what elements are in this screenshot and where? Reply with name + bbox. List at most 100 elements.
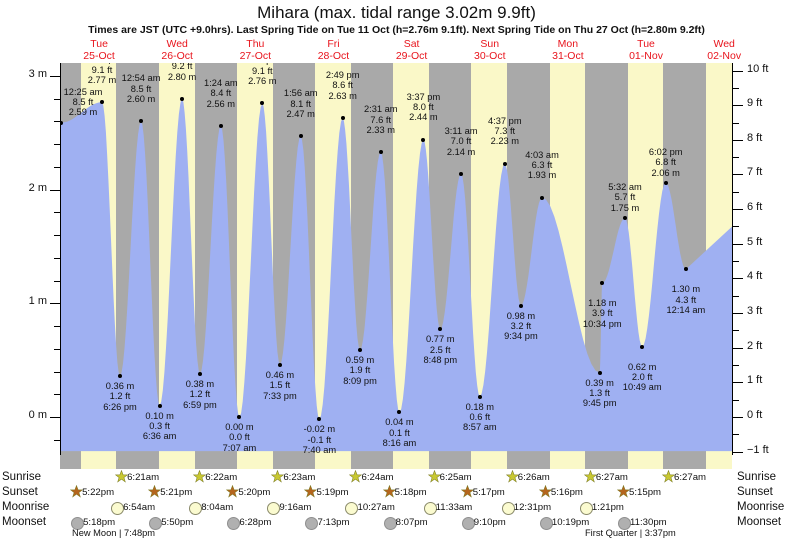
sunset-time: 5:18pm	[394, 487, 427, 498]
tide-extreme-dot	[597, 370, 602, 375]
tide-extreme-dot	[157, 403, 162, 408]
sunrise-star-icon	[583, 469, 598, 483]
day-header-8: Wed 02-Nov	[685, 38, 763, 62]
day-date: 31-Oct	[552, 50, 584, 62]
daynight-strip	[60, 455, 732, 469]
tide-label-line: 9:34 pm	[504, 331, 538, 342]
left-tick	[54, 166, 60, 168]
sunrise-star-icon	[661, 469, 676, 483]
astro-row-label-left-sunrise: Sunrise	[2, 471, 41, 483]
moonset-time: 5:50pm	[161, 517, 194, 528]
night-band-strip	[507, 455, 550, 469]
right-tick	[733, 105, 743, 107]
tide-extreme-dot	[118, 374, 122, 379]
day-header-7: Tue 01-Nov	[607, 38, 685, 62]
tide-extreme-dot	[421, 137, 426, 142]
right-axis-label: 4 ft	[747, 270, 763, 283]
right-tick	[733, 330, 739, 332]
left-tick	[54, 257, 60, 259]
day-weekday: Sun	[480, 38, 500, 50]
moonset-circle-icon	[618, 517, 632, 530]
right-tick	[733, 174, 743, 176]
tide-label-line: 2.60 m	[126, 94, 156, 105]
tide-label-line: 6.3 ft	[531, 160, 553, 171]
tide-label-line: 0.04 m	[385, 417, 414, 428]
tide-extreme-label-high: 4:03 am 6.3 ft 1.93 m	[513, 150, 571, 181]
tide-label-line: 0.3 ft	[149, 421, 170, 432]
tide-label-line: 7.3 ft	[494, 125, 516, 136]
tide-label-line: 1.5 ft	[269, 380, 291, 391]
tide-extreme-label-high: 1:56 am 8.1 ft 2.47 m	[272, 88, 330, 119]
day-date: 02-Nov	[707, 50, 742, 62]
left-axis-label: 0 m	[28, 409, 47, 421]
tide-extreme-label-low: 0.10 m 0.3 ft 6:36 am	[131, 411, 189, 442]
tide-label-line: 1.93 m	[527, 170, 557, 181]
right-axis-label: 1 ft	[747, 374, 763, 387]
right-tick	[733, 278, 743, 280]
tide-extreme-label-low: 0.18 m 0.6 ft 8:57 am	[451, 402, 509, 433]
right-tick	[733, 417, 743, 418]
tide-label-line: 10:34 pm	[582, 318, 622, 329]
right-tick	[733, 243, 743, 245]
day-header-3: Fri 28-Oct	[294, 38, 372, 62]
day-date: 26-Oct	[161, 50, 193, 62]
moonrise-circle-icon	[345, 502, 359, 515]
tide-label-line: 2:49 pm	[325, 70, 360, 81]
astro-row-label-left-moonrise: Moonrise	[2, 501, 50, 513]
tide-extreme-label-high: 12:25 am 8.5 ft 2.59 m	[60, 87, 112, 118]
tide-label-line: 8.4 ft	[210, 88, 232, 99]
right-tick	[733, 139, 743, 141]
moonrise-time: 12:31pm	[513, 502, 552, 513]
tide-label-line: 0.10 m	[145, 410, 174, 421]
tide-extreme-dot	[663, 180, 668, 185]
tide-label-line: 0.00 m	[225, 422, 254, 432]
left-tick	[54, 235, 60, 237]
tide-label-line: 0.77 m	[426, 334, 455, 345]
tide-label-line: 2.47 m	[286, 109, 315, 120]
tide-label-line: 7:40 am	[302, 445, 337, 455]
moonset-time: 10:19pm	[551, 517, 590, 528]
sunset-star-icon	[382, 484, 396, 498]
tide-extreme-label-low: -0.02 m -0.1 ft 7:40 am	[290, 424, 348, 455]
tide-label-line: 2.23 m	[490, 136, 519, 147]
tide-label-line: 12:54 am	[121, 73, 161, 84]
tide-extreme-label-low: 0.46 m 1.5 ft 7:33 pm	[251, 370, 309, 401]
tide-label-line: 0.62 m	[627, 361, 657, 372]
sunset-time: 5:16pm	[550, 487, 583, 498]
tide-label-line: 2.44 m	[409, 112, 438, 123]
moonrise-time: 9:16am	[279, 502, 312, 513]
moonset-circle-icon	[227, 517, 241, 530]
tide-label-line: 2:08 pm	[233, 63, 291, 66]
left-tick	[50, 303, 60, 305]
moonrise-circle-icon	[579, 502, 593, 515]
right-tick	[733, 209, 743, 211]
left-tick	[54, 121, 60, 123]
right-tick	[733, 295, 739, 297]
astro-row-label-left-sunset: Sunset	[2, 486, 38, 498]
tide-extreme-label-low: 0.59 m 1.9 ft 8:09 pm	[331, 355, 389, 386]
tide-label-line: 7:33 pm	[263, 390, 297, 401]
tide-label-line: 2.63 m	[328, 90, 357, 101]
moonrise-time: 8:04am	[201, 502, 234, 513]
tide-label-line: 0.46 m	[265, 369, 295, 380]
tide-label-line: 8.5 ft	[130, 83, 152, 94]
day-date: 27-Oct	[239, 50, 272, 62]
sunrise-time: 6:25am	[439, 472, 472, 483]
tide-label-line: 1.75 m	[610, 202, 640, 213]
left-tick	[54, 144, 60, 146]
tide-label-line: 2.14 m	[446, 146, 476, 157]
tide-label-line: 6:26 pm	[103, 401, 137, 412]
sunrise-time: 6:26am	[517, 472, 550, 483]
left-tick	[54, 280, 60, 282]
tide-extreme-dot	[218, 124, 223, 128]
tide-extreme-label-low: 0.98 m 3.2 ft 9:34 pm	[492, 311, 550, 342]
tide-label-line: 2.77 m	[87, 74, 117, 85]
tide-extreme-dot	[540, 195, 545, 200]
sunset-star-icon	[616, 484, 631, 498]
moonset-time: 5:18pm	[83, 517, 116, 528]
right-axis-label: −1 ft	[747, 443, 769, 456]
sunset-time: 5:22pm	[82, 487, 115, 498]
sunset-star-icon	[460, 484, 475, 498]
tide-extreme-label-low: 0.36 m 1.2 ft 6:26 pm	[91, 381, 149, 412]
tide-extreme-dot	[502, 161, 507, 166]
